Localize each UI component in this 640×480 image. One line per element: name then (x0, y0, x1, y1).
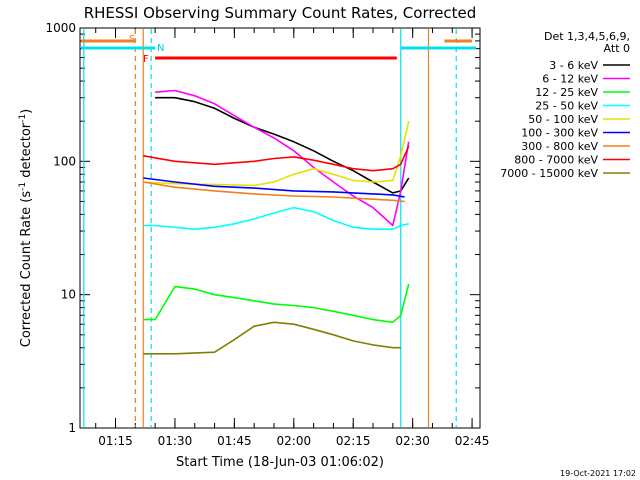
y-axis-label-end: ) (19, 109, 34, 114)
legend-entry-label: 50 - 100 keV (528, 113, 598, 126)
series-line-7 (143, 145, 410, 172)
flag-label-s: S (129, 34, 135, 45)
y-axis-label-main: Corrected Count Rate (s (19, 191, 34, 348)
series-lines (143, 89, 410, 355)
flag-bars (81, 39, 477, 60)
series-line-3 (143, 206, 409, 230)
plot-frame (79, 27, 481, 429)
timestamp: 19-Oct-2021 17:02 (560, 469, 636, 478)
legend-entry-label: 800 - 7000 keV (514, 154, 598, 167)
y-tick-label: 10 (61, 288, 76, 302)
x-tick-label: 02:30 (395, 434, 430, 448)
legend-entry-label: 6 - 12 keV (542, 73, 598, 86)
y-tick-label: 1000 (45, 21, 76, 35)
x-tick-label: 02:45 (455, 434, 490, 448)
legend-entry-label: 100 - 300 keV (521, 127, 598, 140)
flag-label-n: N (157, 43, 164, 54)
series-line-5 (143, 177, 405, 198)
y-tick-label: 1 (68, 421, 76, 435)
vertical-markers (83, 29, 457, 427)
y-axis: 1 10 100 1000 (45, 21, 480, 435)
y-axis-label-sup2: -1 (18, 114, 28, 123)
series-line-1 (155, 89, 410, 227)
legend-header: Det 1,3,4,5,6,9, (544, 30, 630, 43)
x-tick-label: 01:45 (217, 434, 252, 448)
legend-entry-label: 300 - 800 keV (521, 140, 598, 153)
series-line-6 (143, 181, 405, 203)
series-line-2 (143, 283, 410, 324)
x-tick-label: 01:15 (98, 434, 133, 448)
legend-entry-label: 25 - 50 keV (535, 100, 598, 113)
x-tick-label: 02:15 (336, 434, 371, 448)
x-tick-label: 02:00 (277, 434, 312, 448)
y-axis-label-sup1: -1 (18, 182, 28, 191)
legend-header: Att 0 (604, 42, 630, 55)
series-line-0 (155, 96, 410, 194)
series-line-8 (143, 321, 401, 355)
y-tick-label: 100 (53, 154, 76, 168)
y-axis-label-mid: detector (19, 122, 34, 182)
chart-title: RHESSI Observing Summary Count Rates, Co… (84, 4, 477, 22)
legend-entry-label: 12 - 25 keV (535, 86, 598, 99)
x-tick-label: 01:30 (158, 434, 193, 448)
x-axis: 01:15 01:30 01:45 02:00 02:15 02:30 02:45 (95, 28, 490, 448)
series-line-4 (143, 121, 410, 187)
y-axis-label: Corrected Count Rate (s-1 detector-1) (18, 109, 34, 347)
flag-label-f: F (143, 54, 149, 65)
legend-entry-label: 3 - 6 keV (549, 59, 598, 72)
x-axis-label: Start Time (18-Jun-03 01:06:02) (176, 455, 384, 470)
legend-entry-label: 7000 - 15000 keV (500, 167, 598, 180)
